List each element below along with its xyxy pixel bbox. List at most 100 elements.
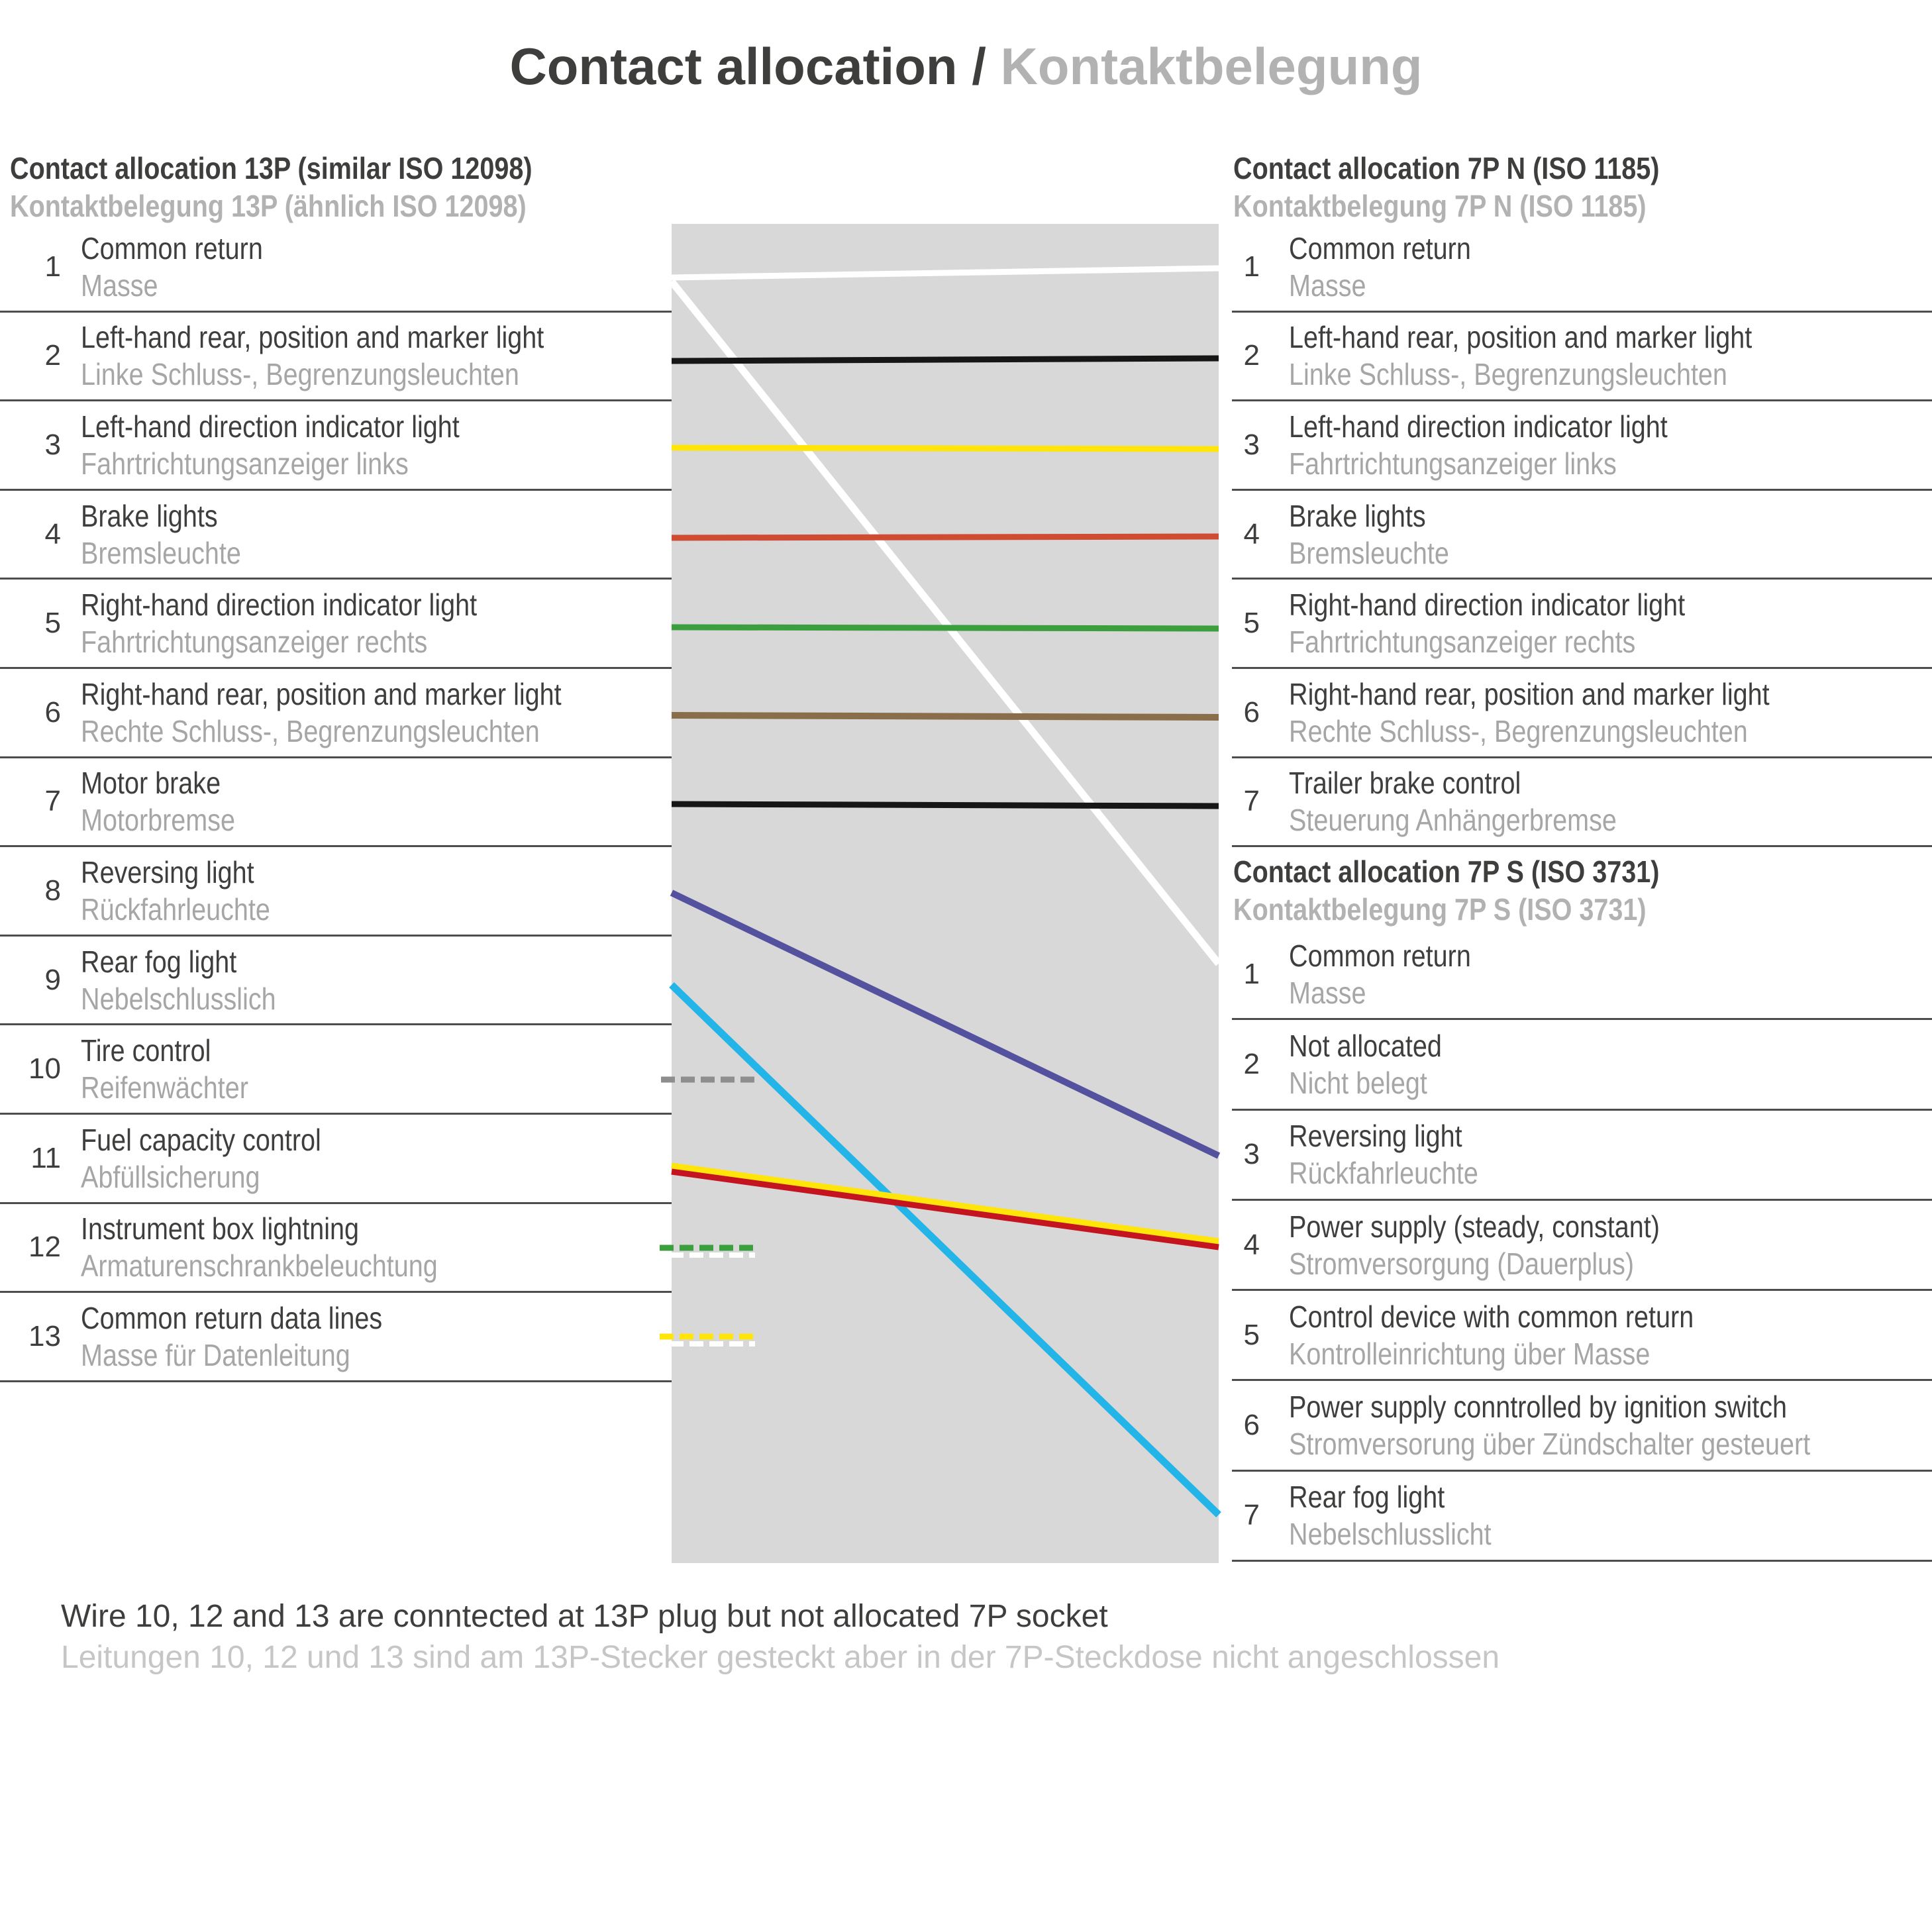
section-header-7ps-english: Contact allocation 7P S (ISO 3731) xyxy=(1233,854,1660,889)
pin-label-german: Abfüllsicherung xyxy=(81,1159,260,1194)
pin-number: 3 xyxy=(44,428,61,461)
pin-label-english: Left-hand rear, position and marker ligh… xyxy=(1289,320,1753,355)
pin-labels: Left-hand direction indicator light Fahr… xyxy=(1289,408,1668,482)
pin-labels: Rear fog light Nebelschlusslicht xyxy=(1289,1478,1492,1552)
pin-label-german: Masse für Datenleitung xyxy=(81,1337,350,1372)
pin-labels: Brake lights Bremsleuchte xyxy=(1289,497,1449,572)
pin-label-english: Left-hand direction indicator light xyxy=(81,409,460,444)
pin-label-english: Rear fog light xyxy=(1289,1480,1445,1515)
pin-labels: Not allocated Nicht belegt xyxy=(1289,1027,1442,1101)
table-row: 2 Left-hand rear, position and marker li… xyxy=(1232,313,1932,402)
pin-number: 2 xyxy=(1243,1047,1260,1080)
pin-label-english: Common return data lines xyxy=(81,1300,383,1335)
pin-label-german: Masse xyxy=(1289,975,1366,1010)
footnote-english: Wire 10, 12 and 13 are conntected at 13P… xyxy=(61,1599,1108,1634)
table-7pn: 1 Common return Masse 2 Left-hand rear, … xyxy=(1232,223,1932,848)
pin-number: 8 xyxy=(44,874,61,907)
pin-number: 7 xyxy=(1243,785,1260,818)
pin-label-german: Rechte Schluss-, Begrenzungsleuchten xyxy=(1289,713,1748,748)
pin-number: 1 xyxy=(1243,957,1260,990)
section-header-7pn-german: Kontaktbelegung 7P N (ISO 1185) xyxy=(1233,189,1647,223)
table-row: 6 Power supply conntrolled by ignition s… xyxy=(1232,1381,1932,1472)
pin-labels: Common return Masse xyxy=(1289,230,1471,304)
pin-number: 12 xyxy=(28,1231,61,1264)
pin-number: 5 xyxy=(1243,607,1260,640)
pin-labels: Common return Masse xyxy=(1289,937,1471,1011)
pin-label-german: Armaturenschrankbeleuchtung xyxy=(81,1248,438,1284)
pin-number: 1 xyxy=(1243,250,1260,283)
table-13p: 1 Common return Masse 2 Left-hand rear, … xyxy=(0,223,672,1382)
section-header-7ps: Contact allocation 7P S (ISO 3731) Konta… xyxy=(1233,853,1659,929)
table-row: 4 Brake lights Bremsleuchte xyxy=(0,491,672,580)
pin-label-english: Instrument box lightning xyxy=(81,1211,360,1246)
table-row: 7 Rear fog light Nebelschlusslicht xyxy=(1232,1472,1932,1562)
table-row: 5 Control device with common return Kont… xyxy=(1232,1291,1932,1382)
pin-label-german: Fahrtrichtungsanzeiger links xyxy=(1289,446,1617,481)
table-row: 4 Power supply (steady, constant) Stromv… xyxy=(1232,1201,1932,1292)
pin-labels: Power supply conntrolled by ignition swi… xyxy=(1289,1388,1810,1462)
pin-number: 7 xyxy=(44,785,61,818)
page-title: Contact allocation / Kontaktbelegung xyxy=(0,36,1932,97)
pin-label-german: Bremsleuchte xyxy=(1289,535,1449,570)
section-header-13p-german: Kontaktbelegung 13P (ähnlich ISO 12098) xyxy=(10,189,527,223)
pin-label-english: Common return xyxy=(1289,230,1471,266)
table-row: 2 Not allocated Nicht belegt xyxy=(1232,1020,1932,1111)
pin-number: 4 xyxy=(44,517,61,550)
table-row: 6 Right-hand rear, position and marker l… xyxy=(0,669,672,758)
pin-label-english: Fuel capacity control xyxy=(81,1122,321,1157)
pin-label-english: Trailer brake control xyxy=(1289,766,1521,801)
pin-label-german: Fahrtrichtungsanzeiger rechts xyxy=(1289,625,1636,660)
table-row: 9 Rear fog light Nebelschlusslich xyxy=(0,937,672,1026)
pin-label-german: Fahrtrichtungsanzeiger links xyxy=(81,446,409,481)
section-header-7ps-german: Kontaktbelegung 7P S (ISO 3731) xyxy=(1233,892,1647,927)
pin-number: 3 xyxy=(1243,1138,1260,1171)
pin-label-english: Right-hand direction indicator light xyxy=(1289,587,1686,623)
pin-labels: Left-hand direction indicator light Fahr… xyxy=(81,408,460,482)
pin-number: 6 xyxy=(44,695,61,729)
pin-label-german: Reifenwächter xyxy=(81,1070,248,1105)
table-row: 4 Brake lights Bremsleuchte xyxy=(1232,491,1932,580)
pin-label-english: Tire control xyxy=(81,1033,211,1068)
pin-label-german: Stromversorgung (Dauerplus) xyxy=(1289,1246,1635,1281)
wire-panel xyxy=(672,224,1219,1563)
pin-number: 3 xyxy=(1243,428,1260,461)
pin-label-german: Steuerung Anhängerbremse xyxy=(1289,803,1617,838)
table-row: 7 Trailer brake control Steuerung Anhäng… xyxy=(1232,758,1932,848)
pin-labels: Motor brake Motorbremse xyxy=(81,764,235,839)
footnote-german: Leitungen 10, 12 und 13 sind am 13P-Stec… xyxy=(61,1640,1500,1675)
pin-label-german: Masse xyxy=(1289,268,1366,303)
pin-number: 9 xyxy=(44,963,61,996)
section-header-13p-english: Contact allocation 13P (similar ISO 1209… xyxy=(10,151,533,185)
pin-label-german: Motorbremse xyxy=(81,803,236,838)
page-title-german: Kontaktbelegung xyxy=(1000,37,1423,95)
pin-labels: Left-hand rear, position and marker ligh… xyxy=(81,319,544,393)
pin-label-german: Rückfahrleuchte xyxy=(81,891,270,927)
pin-label-english: Left-hand direction indicator light xyxy=(1289,409,1668,444)
pin-number: 5 xyxy=(44,607,61,640)
section-header-7pn: Contact allocation 7P N (ISO 1185) Konta… xyxy=(1233,150,1659,225)
pin-label-english: Control device with common return xyxy=(1289,1299,1694,1334)
pin-labels: Trailer brake control Steuerung Anhänger… xyxy=(1289,764,1617,839)
pin-label-german: Bremsleuchte xyxy=(81,535,241,570)
table-row: 2 Left-hand rear, position and marker li… xyxy=(0,313,672,402)
pin-labels: Right-hand direction indicator light Fah… xyxy=(1289,586,1685,660)
pin-label-german: Nicht belegt xyxy=(1289,1065,1427,1100)
pin-number: 4 xyxy=(1243,1228,1260,1261)
pin-number: 2 xyxy=(1243,339,1260,372)
pin-number: 6 xyxy=(1243,695,1260,729)
pin-label-english: Motor brake xyxy=(81,766,221,801)
pin-labels: Tire control Reifenwächter xyxy=(81,1032,248,1106)
pin-number: 5 xyxy=(1243,1318,1260,1351)
pin-label-english: Common return xyxy=(81,230,263,266)
table-row: 3 Reversing light Rückfahrleuchte xyxy=(1232,1111,1932,1201)
pin-labels: Reversing light Rückfahrleuchte xyxy=(81,854,270,928)
pin-number: 11 xyxy=(30,1141,61,1174)
pin-label-english: Reversing light xyxy=(81,854,254,890)
pin-labels: Reversing light Rückfahrleuchte xyxy=(1289,1117,1478,1192)
pin-number: 6 xyxy=(1243,1409,1260,1442)
section-header-13p: Contact allocation 13P (similar ISO 1209… xyxy=(10,150,533,225)
table-row: 11 Fuel capacity control Abfüllsicherung xyxy=(0,1115,672,1204)
table-row: 10 Tire control Reifenwächter xyxy=(0,1025,672,1115)
pin-labels: Control device with common return Kontro… xyxy=(1289,1298,1694,1372)
